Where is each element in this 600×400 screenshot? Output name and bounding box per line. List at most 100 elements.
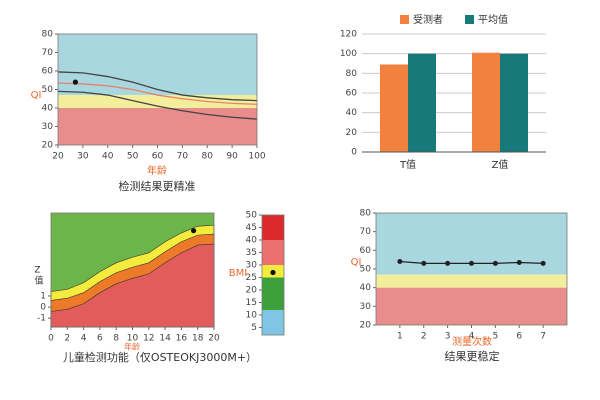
band <box>262 310 284 335</box>
marker <box>540 260 546 266</box>
x-axis-label: 测量次数 <box>452 335 492 348</box>
line <box>57 82 258 105</box>
y-tick-label: 40 <box>346 108 358 118</box>
x-axis-label: 年龄 <box>124 342 140 352</box>
x-tick-label: 8 <box>113 334 119 344</box>
y-axis-label: BMI <box>229 268 247 279</box>
legend-label: 受测者 <box>413 13 443 26</box>
x-tick-label: 5 <box>493 332 499 342</box>
y-tick-label: 5 <box>251 323 257 333</box>
x-tick-label: 70 <box>177 152 189 162</box>
y-axis-label: QI <box>31 90 42 101</box>
y-tick-label: 50 <box>360 265 372 275</box>
marker <box>445 260 451 266</box>
y-tick-label: 70 <box>42 48 54 58</box>
y-tick-label: 80 <box>346 69 358 79</box>
x-tick-label: 40 <box>102 152 114 162</box>
y-tick-label: 0 <box>351 148 357 158</box>
bar <box>472 52 500 152</box>
plot-frame <box>57 33 258 146</box>
y-tick-label: 10 <box>246 311 258 321</box>
caption: 儿童检测功能（仅OSTEOKJ3000M+） <box>63 350 257 364</box>
marker <box>469 260 474 266</box>
x-tick-label: 60 <box>152 152 164 162</box>
y-tick-label: 40 <box>360 283 372 293</box>
x-tick-label: 18 <box>192 334 204 344</box>
plot-frame <box>50 212 215 328</box>
point <box>191 228 197 234</box>
y-tick-label: 50 <box>42 85 54 95</box>
band <box>262 215 284 240</box>
x-tick-label: 2 <box>64 334 70 344</box>
x-tick-label: 4 <box>469 332 475 342</box>
y-tick-label: 40 <box>42 104 54 114</box>
x-tick-label: 6 <box>516 332 522 342</box>
y-tick-label: 40 <box>246 236 258 246</box>
caption: 结果更稳定 <box>445 349 500 363</box>
marker <box>397 259 403 265</box>
y-tick-label: 60 <box>360 246 372 256</box>
band <box>58 34 257 96</box>
x-tick-label: 10 <box>127 334 139 344</box>
band <box>262 240 284 265</box>
x-tick-label: 2 <box>421 332 427 342</box>
y-tick-label: 20 <box>346 128 358 138</box>
marker <box>516 259 522 265</box>
bar <box>408 53 436 152</box>
x-tick-label: Z值 <box>492 158 509 171</box>
y-tick-label: 50 <box>246 211 258 221</box>
x-tick-label: 0 <box>48 334 54 344</box>
legend-label: 平均值 <box>478 13 508 26</box>
y-axis-label: QI <box>351 257 362 268</box>
band <box>376 287 567 325</box>
band <box>262 277 284 310</box>
marker <box>421 260 427 266</box>
x-tick-label: T值 <box>399 158 416 171</box>
y-tick-label: 20 <box>42 141 54 151</box>
y-tick-label: -1 <box>37 314 46 324</box>
y-tick-label: 45 <box>246 223 257 233</box>
y-tick-label: 60 <box>346 89 358 99</box>
point <box>72 79 79 85</box>
x-tick-label: 16 <box>176 334 188 344</box>
x-tick-label: 100 <box>248 152 265 162</box>
line <box>57 71 258 102</box>
y-tick-label: 20 <box>246 286 258 296</box>
band <box>58 108 257 145</box>
x-tick-label: 7 <box>540 332 546 342</box>
y-tick-label: 35 <box>246 248 257 258</box>
x-tick-label: 80 <box>202 152 214 162</box>
legend-swatch <box>465 15 474 24</box>
caption: 检测结果更精准 <box>119 179 196 193</box>
x-tick-label: 50 <box>127 152 139 162</box>
y-tick-label: 15 <box>246 298 257 308</box>
plot-frame <box>261 214 285 336</box>
y-tick-label: 0 <box>40 303 46 313</box>
y-tick-label: 20 <box>360 321 372 331</box>
x-axis-label: 年龄 <box>147 164 167 177</box>
x-tick-label: 20 <box>208 334 220 344</box>
y-tick-label: 70 <box>360 227 372 237</box>
y-tick-label: 30 <box>42 122 54 132</box>
x-tick-label: 12 <box>143 334 154 344</box>
y-tick-label: 80 <box>360 209 372 219</box>
x-tick-label: 30 <box>77 152 89 162</box>
bar <box>380 64 408 152</box>
marker <box>492 260 498 266</box>
y-axis-label: Z值 <box>33 266 44 285</box>
x-tick-label: 90 <box>226 152 238 162</box>
x-tick-label: 1 <box>397 332 403 342</box>
y-tick-label: 80 <box>42 30 54 40</box>
x-tick-label: 4 <box>81 334 87 344</box>
y-tick-label: 30 <box>246 261 258 271</box>
x-tick-label: 20 <box>52 152 64 162</box>
x-tick-label: 14 <box>159 334 171 344</box>
plot-frame <box>375 212 568 326</box>
line <box>57 90 258 120</box>
y-tick-label: 60 <box>42 67 54 77</box>
bar <box>500 53 528 152</box>
band <box>376 274 567 288</box>
x-tick-label: 6 <box>97 334 103 344</box>
y-tick-label: 100 <box>340 49 357 59</box>
